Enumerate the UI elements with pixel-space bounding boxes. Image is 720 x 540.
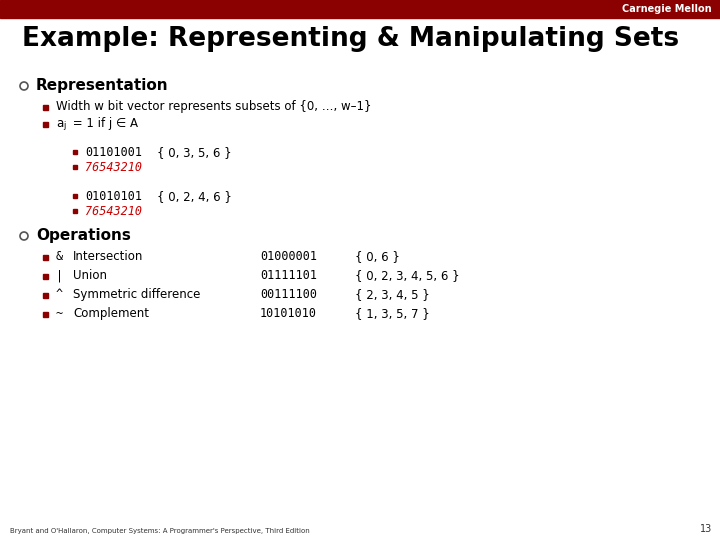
Bar — [42, 293, 48, 298]
Text: Symmetric difference: Symmetric difference — [73, 288, 200, 301]
Text: Width w bit vector represents subsets of {0, …, w–1}: Width w bit vector represents subsets of… — [56, 100, 372, 113]
Bar — [42, 312, 48, 316]
Bar — [42, 105, 48, 110]
Text: { 0, 3, 5, 6 }: { 0, 3, 5, 6 } — [157, 146, 232, 159]
Text: &: & — [56, 250, 63, 263]
Text: Example: Representing & Manipulating Sets: Example: Representing & Manipulating Set… — [22, 26, 679, 52]
Bar — [0, 0, 720, 18]
Text: 10101010: 10101010 — [260, 307, 317, 320]
Bar — [73, 194, 77, 198]
Text: 76543210: 76543210 — [85, 205, 142, 218]
Text: a: a — [56, 117, 63, 130]
Bar — [42, 122, 48, 126]
Text: Carnegie Mellon: Carnegie Mellon — [622, 4, 712, 14]
Text: 01111101: 01111101 — [260, 269, 317, 282]
Bar — [42, 273, 48, 279]
Text: Intersection: Intersection — [73, 250, 143, 263]
Text: 01000001: 01000001 — [260, 250, 317, 263]
Text: = 1 if j ∈ A: = 1 if j ∈ A — [69, 117, 138, 130]
Text: ~: ~ — [56, 307, 63, 320]
Text: Union: Union — [73, 269, 107, 282]
Text: { 0, 2, 3, 4, 5, 6 }: { 0, 2, 3, 4, 5, 6 } — [355, 269, 459, 282]
Text: j: j — [63, 121, 66, 130]
Text: 00111100: 00111100 — [260, 288, 317, 301]
Text: Bryant and O'Hallaron, Computer Systems: A Programmer's Perspective, Third Editi: Bryant and O'Hallaron, Computer Systems:… — [10, 528, 310, 534]
Bar — [73, 209, 77, 213]
Text: ^: ^ — [56, 288, 63, 301]
Text: Operations: Operations — [36, 228, 131, 243]
Text: 01010101: 01010101 — [85, 190, 142, 203]
Text: 13: 13 — [700, 524, 712, 534]
Text: 76543210: 76543210 — [85, 161, 142, 174]
Text: { 0, 6 }: { 0, 6 } — [355, 250, 400, 263]
Text: Representation: Representation — [36, 78, 168, 93]
Text: { 0, 2, 4, 6 }: { 0, 2, 4, 6 } — [157, 190, 232, 203]
Text: 01101001: 01101001 — [85, 146, 142, 159]
Text: |: | — [56, 269, 63, 282]
Bar — [42, 254, 48, 260]
Text: { 2, 3, 4, 5 }: { 2, 3, 4, 5 } — [355, 288, 430, 301]
Text: { 1, 3, 5, 7 }: { 1, 3, 5, 7 } — [355, 307, 430, 320]
Bar — [73, 165, 77, 169]
Text: Complement: Complement — [73, 307, 149, 320]
Bar — [73, 150, 77, 154]
